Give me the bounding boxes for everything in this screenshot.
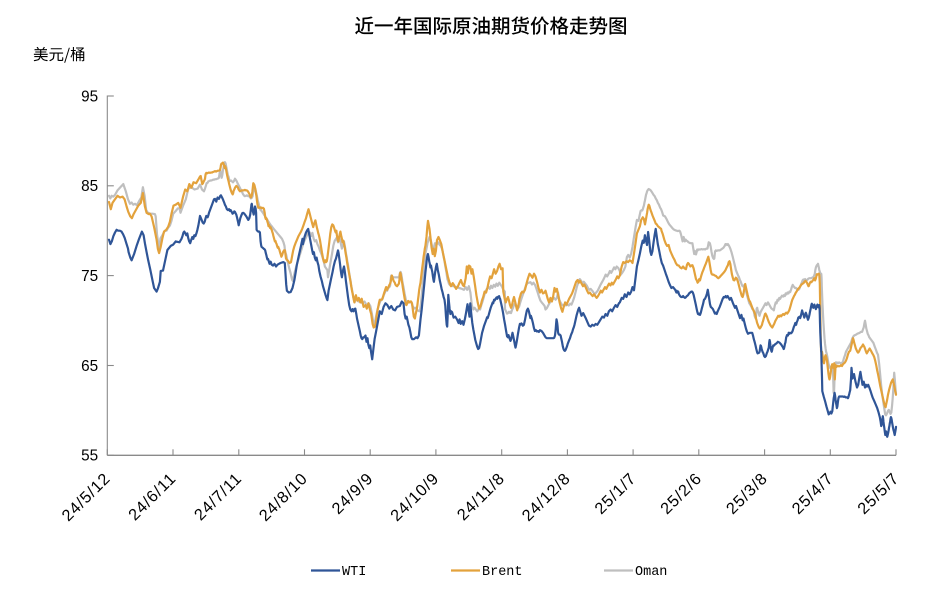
svg-text:95: 95 (81, 88, 98, 105)
svg-text:WTI: WTI (342, 565, 366, 580)
svg-text:65: 65 (81, 358, 98, 375)
svg-text:85: 85 (81, 178, 98, 195)
svg-text:Brent: Brent (482, 565, 523, 580)
svg-text:55: 55 (81, 448, 98, 465)
svg-text:Oman: Oman (635, 565, 667, 580)
svg-text:75: 75 (81, 268, 98, 285)
